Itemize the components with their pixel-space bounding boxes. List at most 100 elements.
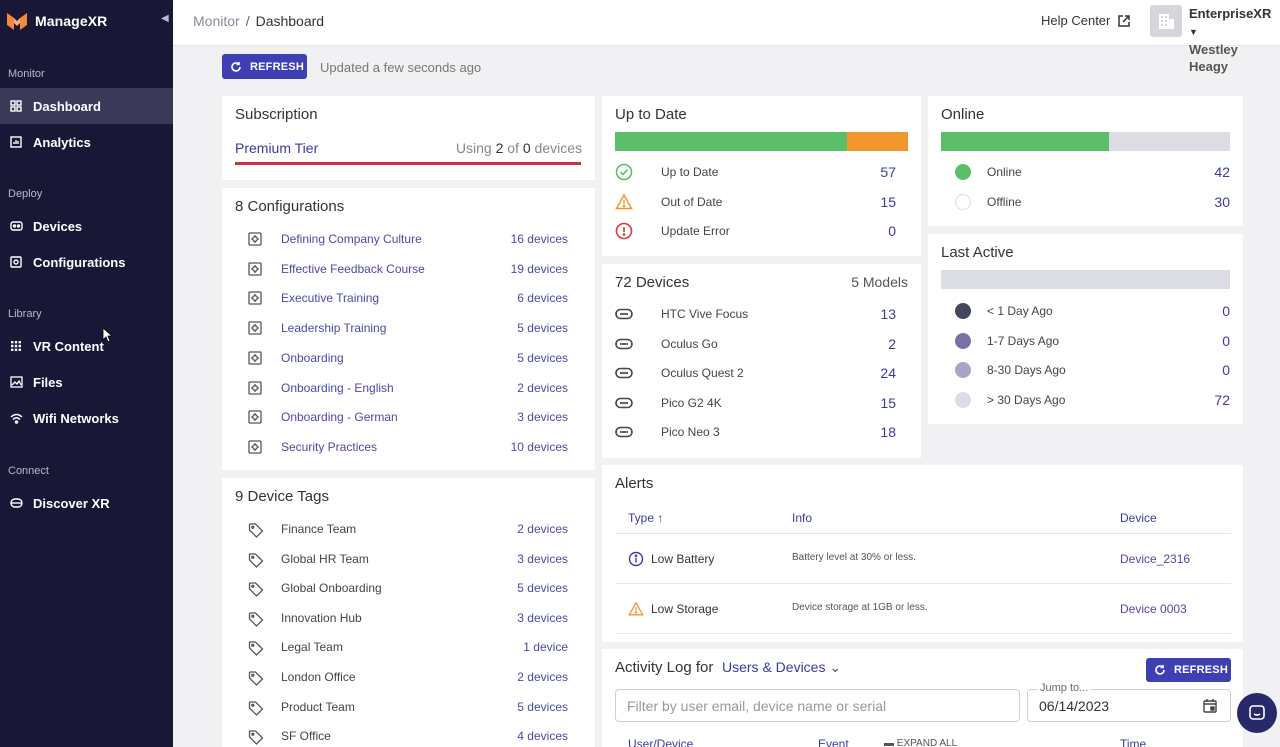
config-row[interactable]: Onboarding - German 3 devices — [235, 407, 568, 427]
card-title: Online — [941, 106, 985, 123]
tag-row-count[interactable]: 3 devices — [517, 610, 568, 625]
tag-row[interactable]: Product Team 5 devices — [235, 697, 568, 717]
online-card: Online Online 42 Offline 30 — [928, 96, 1243, 226]
tag-row-count[interactable]: 2 devices — [517, 670, 568, 684]
config-row[interactable]: Defining Company Culture 16 devices — [235, 229, 568, 249]
sidebar-item-analytics[interactable]: Analytics — [0, 124, 173, 160]
sidebar-item-wifi[interactable]: Wifi Networks — [0, 400, 173, 436]
activity-filter-dropdown[interactable]: Users & Devices ⌄ — [722, 659, 842, 675]
config-row-count[interactable]: 16 devices — [510, 232, 568, 246]
sidebar-item-dashboard[interactable]: Dashboard — [0, 88, 173, 124]
last-active-count[interactable]: 0 — [1222, 303, 1230, 319]
sidebar-item-configurations[interactable]: Configurations — [0, 244, 173, 280]
device-model-row[interactable]: Oculus Quest 2 24 — [615, 363, 896, 383]
chat-button[interactable] — [1237, 693, 1277, 733]
logo-icon — [7, 13, 27, 30]
column-header-event[interactable]: Event — [818, 737, 849, 747]
config-row-name[interactable]: Onboarding - German — [281, 410, 398, 425]
config-row[interactable]: Effective Feedback Course 19 devices — [235, 259, 568, 279]
online-count[interactable]: 42 — [1214, 164, 1230, 180]
config-row-name[interactable]: Effective Feedback Course — [281, 261, 425, 276]
alert-device-link[interactable]: Device_2316 — [1120, 552, 1191, 566]
tag-row-count[interactable]: 4 devices — [517, 729, 568, 744]
calendar-icon[interactable] — [1202, 698, 1218, 714]
device-model-count[interactable]: 2 — [888, 335, 896, 352]
device-model-count[interactable]: 13 — [880, 306, 896, 322]
tag-row-count[interactable]: 1 device — [523, 640, 568, 655]
alerts-card: Alerts Type ↑ Info Device Low Battery Bat… — [602, 465, 1243, 642]
bar-segment-out-of-date — [847, 132, 908, 151]
device-model-row[interactable]: HTC Vive Focus 13 — [615, 304, 896, 324]
config-row-name[interactable]: Defining Company Culture — [281, 232, 422, 246]
status-count[interactable]: 15 — [880, 193, 896, 210]
device-model-count[interactable]: 18 — [880, 424, 896, 441]
logo[interactable]: ManageXR — [5, 10, 107, 32]
config-row-count[interactable]: 5 devices — [517, 350, 568, 365]
activity-refresh-button[interactable]: REFRESH — [1146, 658, 1231, 682]
config-row-name[interactable]: Executive Training — [281, 291, 380, 306]
tag-row-count[interactable]: 5 devices — [517, 581, 568, 596]
device-model-row[interactable]: Oculus Go 2 — [615, 334, 896, 354]
config-row[interactable]: Leadership Training 5 devices — [235, 318, 568, 338]
last-active-count[interactable]: 72 — [1214, 391, 1230, 408]
tag-row-count[interactable]: 3 devices — [517, 551, 568, 566]
device-model-row[interactable]: Pico G2 4K 15 — [615, 393, 896, 413]
warning-icon — [615, 192, 633, 214]
online-count[interactable]: 30 — [1214, 194, 1230, 210]
last-active-count[interactable]: 0 — [1222, 362, 1230, 379]
sidebar-item-discover-xr[interactable]: Discover XR — [0, 485, 173, 521]
tag-row[interactable]: Finance Team 2 devices — [235, 519, 568, 539]
building-icon[interactable] — [1150, 5, 1182, 37]
tag-row[interactable]: Legal Team 1 device — [235, 637, 568, 657]
jump-to-date-field[interactable]: Jump to... 06/14/2023 — [1027, 682, 1231, 722]
config-row-count[interactable]: 2 devices — [517, 380, 568, 395]
sidebar-item-files[interactable]: Files — [0, 364, 173, 400]
config-row[interactable]: Security Practices 10 devices — [235, 437, 568, 457]
config-row-count[interactable]: 19 devices — [510, 261, 568, 276]
column-header-user-device[interactable]: User/Device — [628, 737, 694, 747]
refresh-button[interactable]: REFRESH — [222, 54, 307, 79]
config-row-name[interactable]: Onboarding — [281, 350, 344, 365]
config-row-count[interactable]: 3 devices — [517, 410, 568, 425]
expand-all-button[interactable]: ▬ EXPAND ALL — [884, 738, 957, 747]
alert-device-link[interactable]: Device 0003 — [1120, 601, 1187, 616]
account-menu[interactable]: EnterpriseXR ▼ Westley Heagy — [1189, 5, 1280, 75]
collapse-sidebar-icon[interactable]: ◀ — [161, 13, 169, 24]
tag-row[interactable]: SF Office 4 devices — [235, 726, 568, 746]
config-row-count[interactable]: 6 devices — [517, 291, 568, 306]
config-row-name[interactable]: Security Practices — [281, 439, 378, 454]
config-row-name[interactable]: Leadership Training — [281, 321, 387, 336]
tag-row[interactable]: Innovation Hub 3 devices — [235, 608, 568, 628]
error-icon — [615, 222, 633, 243]
device-model-count[interactable]: 15 — [880, 394, 896, 411]
config-row-name[interactable]: Onboarding - English — [281, 380, 394, 395]
tag-row-count[interactable]: 2 devices — [517, 522, 568, 536]
alert-row[interactable]: Low Storage Device storage at 1GB or less… — [615, 585, 1231, 634]
tag-row[interactable]: London Office 2 devices — [235, 667, 568, 687]
tag-row[interactable]: Global HR Team 3 devices — [235, 549, 568, 569]
status-count[interactable]: 0 — [888, 223, 896, 239]
last-active-count[interactable]: 0 — [1222, 332, 1230, 349]
device-model-count[interactable]: 24 — [880, 365, 896, 382]
help-center-link[interactable]: Help Center — [1041, 13, 1131, 28]
tag-row-count[interactable]: 5 devices — [517, 699, 568, 714]
config-row-count[interactable]: 10 devices — [510, 439, 568, 454]
breadcrumb-monitor[interactable]: Monitor — [193, 13, 240, 29]
column-header-type[interactable]: Type ↑ — [628, 511, 664, 525]
config-row[interactable]: Executive Training 6 devices — [235, 288, 568, 308]
column-header-device[interactable]: Device — [1120, 511, 1157, 525]
tag-row[interactable]: Global Onboarding 5 devices — [235, 578, 568, 598]
device-model-name: Oculus Go — [661, 336, 718, 351]
device-model-row[interactable]: Pico Neo 3 18 — [615, 422, 896, 442]
status-count[interactable]: 57 — [880, 164, 896, 180]
config-icon — [248, 440, 262, 457]
sidebar-item-vr-content[interactable]: VR Content — [0, 328, 173, 364]
config-row-count[interactable]: 5 devices — [517, 321, 568, 336]
config-row[interactable]: Onboarding 5 devices — [235, 348, 568, 368]
sidebar-item-devices[interactable]: Devices — [0, 208, 173, 244]
config-row[interactable]: Onboarding - English 2 devices — [235, 378, 568, 398]
alert-row[interactable]: Low Battery Battery level at 30% or less.… — [615, 535, 1231, 584]
activity-search-input[interactable]: Filter by user email, device name or ser… — [615, 689, 1020, 722]
column-header-info[interactable]: Info — [792, 511, 813, 525]
column-header-time[interactable]: Time — [1120, 737, 1147, 747]
